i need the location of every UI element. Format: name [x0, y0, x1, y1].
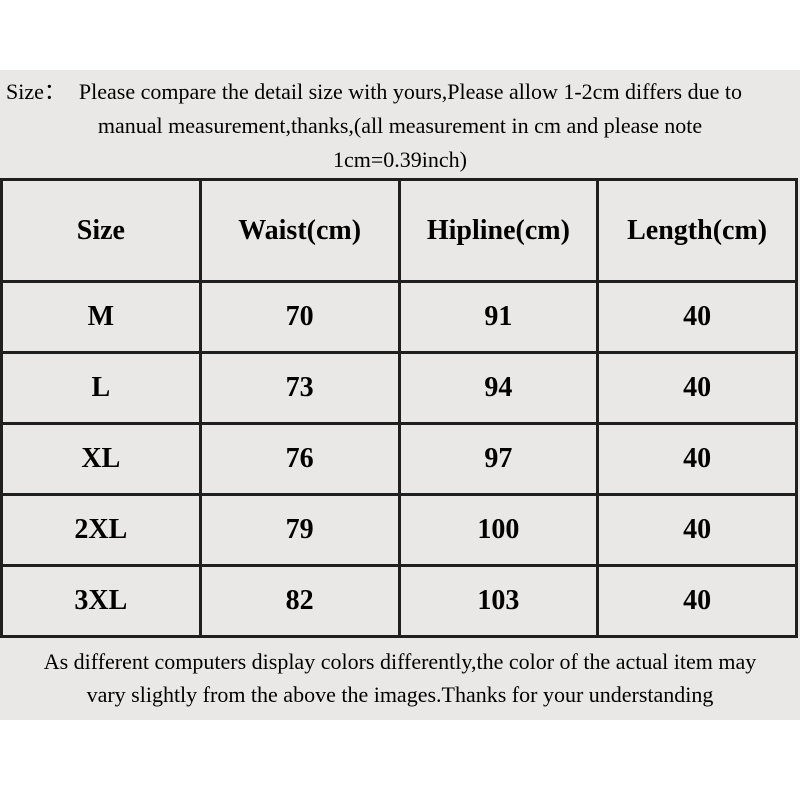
measurement-cell: 40 — [596, 564, 798, 638]
measurement-cell: 91 — [397, 280, 600, 354]
footer-note: As different computers display colors di… — [0, 638, 800, 720]
column-header: Waist(cm) — [198, 178, 401, 283]
table-row: L 73 94 40 — [0, 351, 798, 425]
size-note-text-3: 1cm=0.39inch) — [333, 147, 467, 172]
table-row: 3XL 82 103 40 — [0, 564, 798, 638]
size-label-cell: L — [0, 351, 202, 425]
column-header: Size — [0, 178, 202, 283]
measurement-cell: 40 — [596, 351, 798, 425]
measurement-cell: 40 — [596, 280, 798, 354]
measurement-cell: 94 — [397, 351, 600, 425]
size-table-header-row: Size Waist(cm) Hipline(cm) Length(cm) — [0, 178, 798, 283]
measurement-cell: 40 — [596, 422, 798, 496]
size-label-cell: M — [0, 280, 202, 354]
measurement-cell: 73 — [198, 351, 401, 425]
content-panel: Size： Please compare the detail size wit… — [0, 70, 800, 720]
column-header: Length(cm) — [596, 178, 798, 283]
size-note-line-1: Size： Please compare the detail size wit… — [4, 75, 796, 109]
measurement-cell: 100 — [397, 493, 600, 567]
measurement-cell: 70 — [198, 280, 401, 354]
size-note-text-2: manual measurement,thanks,(all measureme… — [97, 113, 703, 138]
table-row: M 70 91 40 — [0, 280, 798, 354]
column-header: Hipline(cm) — [397, 178, 600, 283]
size-label-cell: 3XL — [0, 564, 202, 638]
table-row: XL 76 97 40 — [0, 422, 798, 496]
measurement-cell: 97 — [397, 422, 600, 496]
footer-note-text-2: vary slightly from the above the images.… — [86, 682, 714, 707]
measurement-cell: 79 — [198, 493, 401, 567]
size-table-body: M 70 91 40 L 73 94 40 XL 76 97 40 2XL 79 100 40 3XL 82 103… — [0, 280, 798, 638]
footer-note-text-1: As different computers display colors di… — [43, 649, 757, 674]
size-note: Size： Please compare the detail size wit… — [0, 70, 800, 177]
measurement-cell: 103 — [397, 564, 600, 638]
measurement-cell: 76 — [198, 422, 401, 496]
size-table-head: Size Waist(cm) Hipline(cm) Length(cm) — [0, 178, 798, 283]
size-label-cell: XL — [0, 422, 202, 496]
measurement-cell: 82 — [198, 564, 401, 638]
table-row: 2XL 79 100 40 — [0, 493, 798, 567]
size-note-text-1: Please compare the detail size with your… — [78, 79, 742, 104]
measurement-cell: 40 — [596, 493, 798, 567]
size-table: Size Waist(cm) Hipline(cm) Length(cm) M 70 91… — [0, 178, 798, 638]
size-note-label: Size： — [6, 79, 66, 104]
size-label-cell: 2XL — [0, 493, 202, 567]
